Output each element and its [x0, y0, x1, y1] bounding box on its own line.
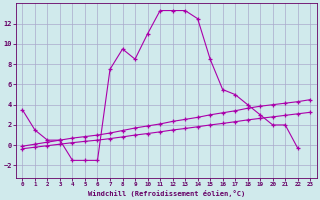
X-axis label: Windchill (Refroidissement éolien,°C): Windchill (Refroidissement éolien,°C) — [88, 190, 245, 197]
